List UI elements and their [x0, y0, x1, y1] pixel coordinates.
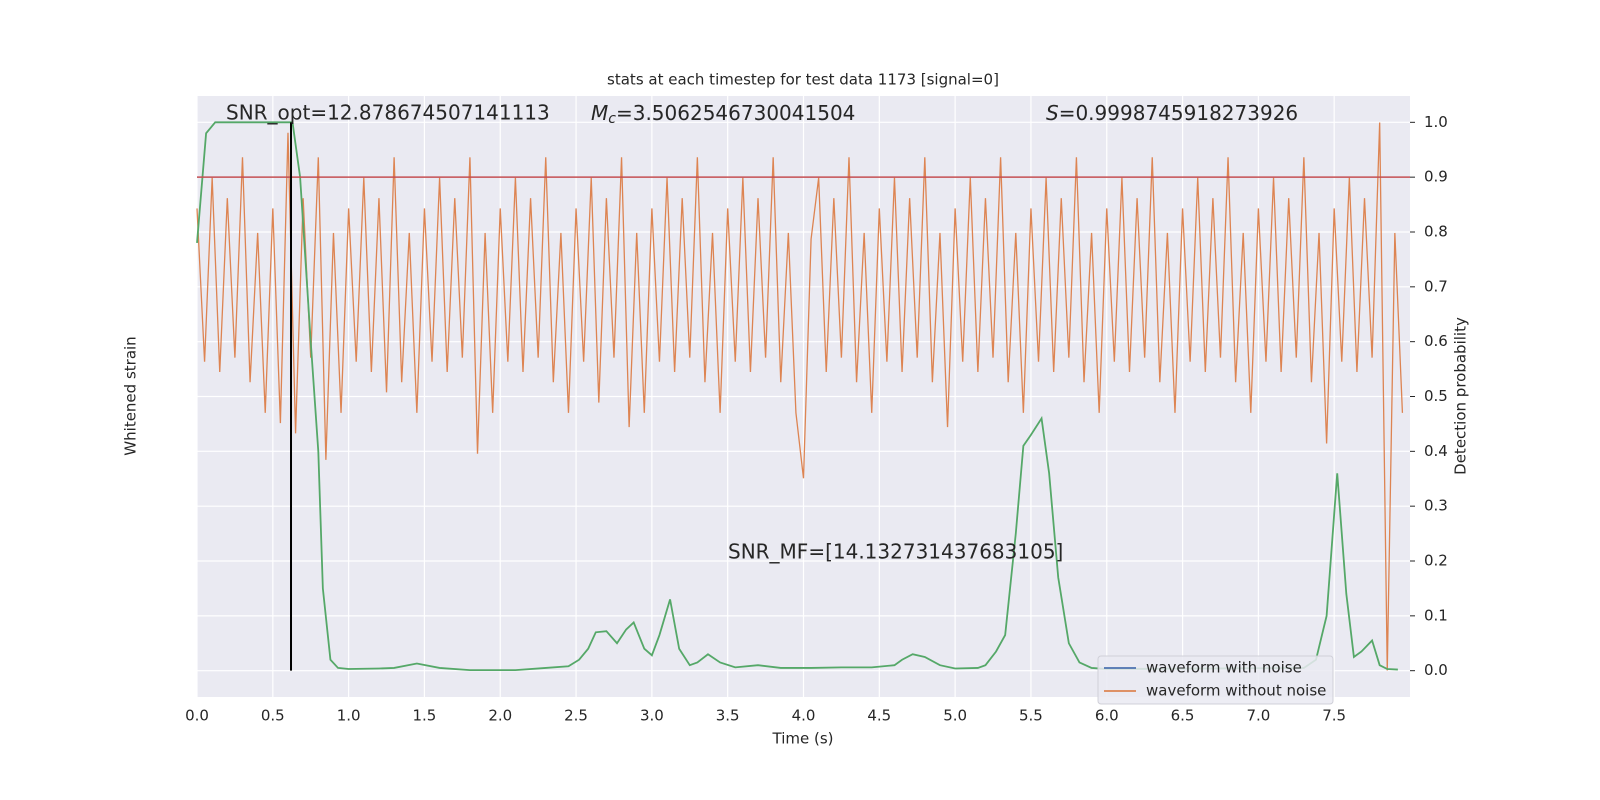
y2-tick-label: 0.2 — [1424, 552, 1448, 570]
x-axis-label: Time (s) — [772, 730, 834, 748]
series-line — [196, 121, 1398, 672]
x-tick-label: 7.0 — [1246, 707, 1270, 725]
x-tick-label: 5.5 — [1019, 707, 1043, 725]
annotation-symbol: M — [591, 101, 608, 125]
x-tick-label: 1.5 — [413, 707, 437, 725]
x-tick-label: 6.5 — [1171, 707, 1195, 725]
annotation-text: =0.9998745918273926 — [1059, 101, 1298, 125]
y2-tick-label: 0.9 — [1424, 168, 1448, 186]
y2-tick-label: 0.0 — [1424, 661, 1448, 679]
annotation: Mc=3.5062546730041504 — [591, 101, 855, 128]
marks — [196, 121, 1410, 672]
series-line — [196, 122, 1404, 671]
annotation-symbol: S — [1046, 101, 1059, 125]
y2-tick-label: 0.7 — [1424, 277, 1448, 295]
y2-axis-label: Detection probability — [1452, 317, 1470, 475]
annotation: S=0.9998745918273926 — [1046, 101, 1298, 125]
annotation: SNR_MF=[14.132731437683105] — [728, 540, 1063, 564]
x-tick-label: 5.0 — [943, 707, 967, 725]
x-tick-label: 4.0 — [792, 707, 816, 725]
x-tick-label: 1.0 — [337, 707, 361, 725]
annotation: SNR_opt=12.878674507141113 — [226, 101, 550, 125]
x-tick-label: 4.5 — [867, 707, 891, 725]
y2-tick-label: 1.0 — [1424, 113, 1448, 131]
y2-tick-label: 0.1 — [1424, 606, 1448, 624]
legend-box — [1097, 655, 1334, 705]
annotation-subscript: c — [608, 111, 616, 127]
y2-tick-label: 0.6 — [1424, 332, 1448, 350]
legend-label: waveform without noise — [1146, 682, 1326, 700]
x-tick-label: 0.0 — [185, 707, 209, 725]
y2-tick-label: 0.8 — [1424, 222, 1448, 240]
x-tick-label: 6.0 — [1095, 707, 1119, 725]
y2-tick-label: 0.4 — [1424, 442, 1448, 460]
y2-tick-label: 0.5 — [1424, 387, 1448, 405]
annotation-text: =3.5062546730041504 — [616, 101, 855, 125]
y2-tick-label: 0.3 — [1424, 497, 1448, 515]
legend-label: waveform with noise — [1146, 659, 1302, 677]
chart-title: stats at each timestep for test data 117… — [607, 71, 999, 89]
x-tick-label: 2.0 — [488, 707, 512, 725]
x-tick-label: 0.5 — [261, 707, 285, 725]
x-tick-label: 3.0 — [640, 707, 664, 725]
x-tick-label: 3.5 — [716, 707, 740, 725]
y-axis-label: Whitened strain — [122, 336, 140, 455]
legend: waveform with noise waveform without nois… — [1097, 655, 1334, 705]
x-tick-label: 2.5 — [564, 707, 588, 725]
x-tick-label: 7.5 — [1322, 707, 1346, 725]
